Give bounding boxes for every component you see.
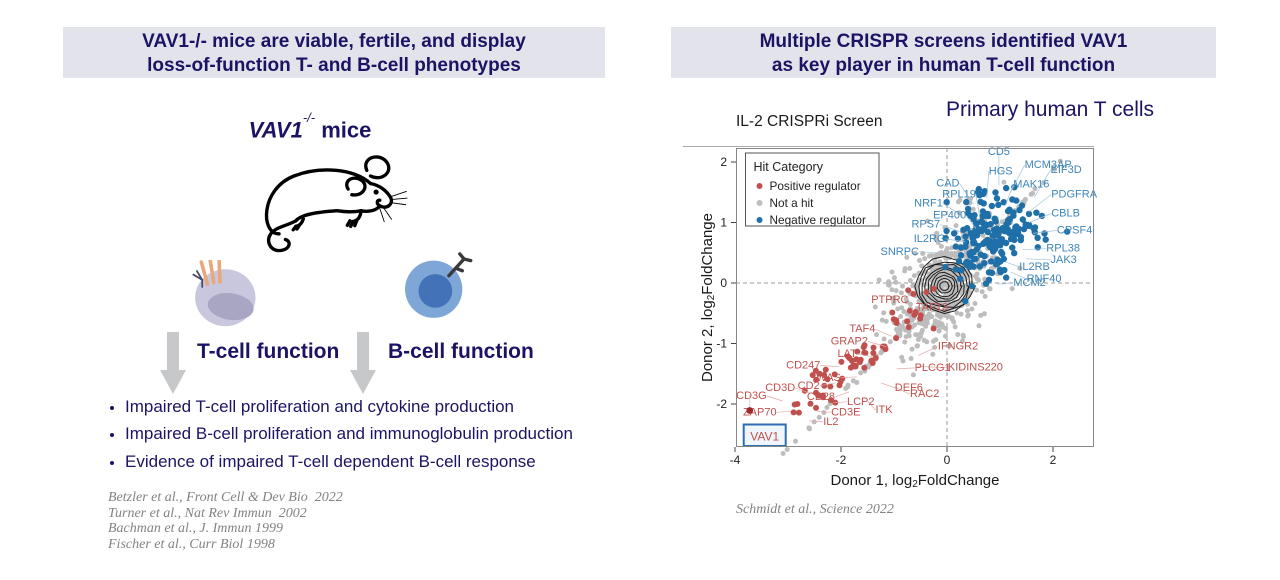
- svg-text:Donor 2, log2FoldChange: Donor 2, log2FoldChange: [699, 213, 717, 382]
- svg-text:CD247: CD247: [786, 360, 820, 372]
- svg-text:IL2RB: IL2RB: [1019, 261, 1050, 273]
- svg-text:-2: -2: [716, 397, 727, 411]
- svg-text:Positive regulator: Positive regulator: [770, 179, 861, 193]
- svg-text:0: 0: [720, 276, 727, 290]
- svg-text:CPSF4: CPSF4: [1057, 224, 1092, 236]
- svg-text:TAF4: TAF4: [849, 323, 875, 335]
- svg-text:PLCG1: PLCG1: [915, 362, 951, 374]
- svg-text:PDGFRA: PDGFRA: [1051, 189, 1098, 201]
- svg-text:1: 1: [720, 216, 727, 230]
- svg-text:GRAP2: GRAP2: [831, 336, 868, 348]
- svg-text:2: 2: [720, 155, 727, 169]
- svg-text:2: 2: [1050, 453, 1057, 467]
- svg-text:CD3D: CD3D: [765, 382, 795, 394]
- svg-text:-2: -2: [836, 453, 847, 467]
- svg-text:RPS7: RPS7: [911, 219, 940, 231]
- svg-text:MCM2: MCM2: [1013, 277, 1045, 289]
- svg-text:LAT: LAT: [837, 348, 857, 360]
- svg-text:MAK16: MAK16: [1013, 179, 1049, 191]
- svg-text:-4: -4: [730, 453, 741, 467]
- svg-text:RAC2: RAC2: [910, 388, 939, 400]
- svg-text:ITK: ITK: [876, 404, 894, 416]
- svg-text:JAK3: JAK3: [1051, 254, 1077, 266]
- svg-text:EIF3D: EIF3D: [1051, 164, 1082, 176]
- svg-text:NRF1: NRF1: [914, 197, 943, 209]
- svg-text:Hit Category: Hit Category: [754, 160, 824, 174]
- svg-text:Donor 1, log2FoldChange: Donor 1, log2FoldChange: [830, 472, 999, 490]
- svg-text:0: 0: [944, 453, 951, 467]
- svg-text:IL2RG: IL2RG: [914, 233, 946, 245]
- svg-text:PTPRC: PTPRC: [871, 294, 908, 306]
- svg-text:CD28: CD28: [807, 391, 835, 403]
- svg-text:IL2: IL2: [823, 416, 838, 428]
- svg-text:VAV1: VAV1: [750, 430, 779, 444]
- svg-text:CD3G: CD3G: [736, 390, 767, 402]
- svg-text:Not a hit: Not a hit: [770, 196, 815, 210]
- svg-text:Negative regulator: Negative regulator: [770, 213, 866, 227]
- svg-text:CAD: CAD: [936, 177, 959, 189]
- svg-text:RPL19: RPL19: [942, 189, 976, 201]
- svg-text:CBLB: CBLB: [1051, 208, 1080, 220]
- svg-text:TAF13: TAF13: [916, 302, 948, 314]
- svg-text:HGS: HGS: [989, 165, 1013, 177]
- svg-text:CD5: CD5: [988, 146, 1010, 158]
- svg-text:IFNGR2: IFNGR2: [938, 341, 978, 353]
- svg-text:-1: -1: [716, 337, 727, 351]
- svg-text:SNRPC: SNRPC: [880, 246, 919, 258]
- svg-text:KIDINS220: KIDINS220: [948, 362, 1003, 374]
- svg-text:WAS: WAS: [816, 372, 841, 384]
